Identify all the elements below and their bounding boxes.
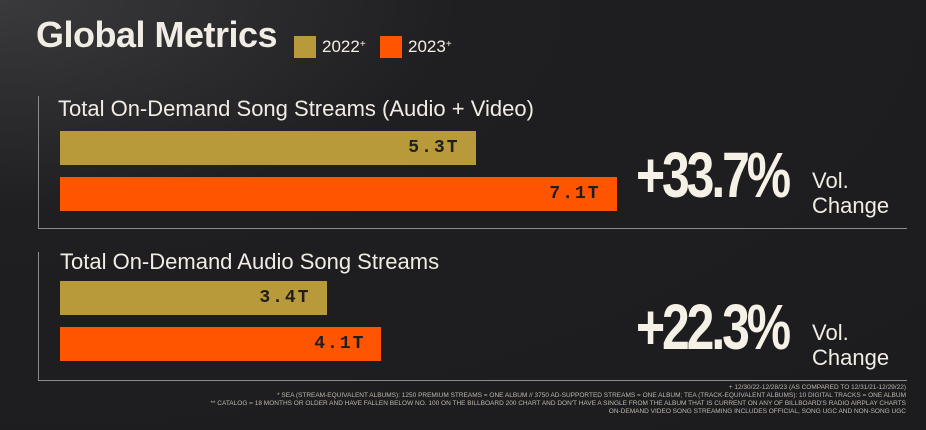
chart-2-bar-2023-label: 4.1T bbox=[314, 334, 366, 354]
chart-1-change-label-line1: Vol. bbox=[812, 168, 849, 193]
legend-mark-2022: + bbox=[359, 38, 366, 50]
chart-2-change-label: Vol. Change bbox=[812, 320, 889, 370]
chart-2-change-label-line1: Vol. bbox=[812, 320, 849, 345]
legend-label-2023: 2023 bbox=[408, 37, 446, 56]
chart-2-change-label-line2: Change bbox=[812, 345, 890, 370]
footnote-1: + 12/30/22-12/28/23 (AS COMPARED TO 12/3… bbox=[728, 384, 906, 391]
chart-1-change-label-line2: Change bbox=[812, 193, 890, 218]
chart-2-bar-2023 bbox=[60, 327, 382, 361]
footnote-2: * SEA (STREAM-EQUIVALENT ALBUMS): 1250 P… bbox=[277, 392, 906, 399]
chart-2-bar-2022-label: 3.4T bbox=[259, 288, 311, 308]
legend-item-2022: 2022 + bbox=[294, 36, 366, 58]
chart-1-bar-2022 bbox=[60, 131, 476, 165]
legend-label-2022: 2022 bbox=[322, 37, 360, 56]
chart-1-change-value: +33.7% bbox=[636, 139, 791, 211]
chart-1-bar-2022-label: 5.3T bbox=[408, 138, 460, 158]
chart-2-title: Total On-Demand Audio Song Streams bbox=[60, 249, 440, 274]
chart-panel-2 bbox=[38, 252, 907, 381]
legend-item-2023: 2023 + bbox=[380, 36, 452, 58]
footnotes: + 12/30/22-12/28/23 (AS COMPARED TO 12/3… bbox=[166, 384, 906, 416]
chart-2-bar-2022 bbox=[60, 281, 327, 315]
chart-1-title: Total On-Demand Song Streams (Audio + Vi… bbox=[58, 96, 534, 121]
page-title: Global Metrics bbox=[36, 14, 278, 55]
chart-1-bar-2023-label: 7.1T bbox=[549, 184, 601, 204]
chart-panel-1 bbox=[38, 96, 907, 229]
footnote-4: ON-DEMAND VIDEO SONG STREAMING INCLUDES … bbox=[608, 408, 906, 415]
chart-1-bar-2023 bbox=[60, 177, 617, 211]
legend-swatch-2022 bbox=[294, 36, 316, 58]
legend-swatch-2023 bbox=[380, 36, 402, 58]
chart-2-change-value: +22.3% bbox=[636, 291, 791, 363]
footnote-3: ** CATALOG = 18 MONTHS OR OLDER AND HAVE… bbox=[210, 400, 906, 407]
chart-1-change-label: Vol. Change bbox=[812, 168, 889, 218]
legend-mark-2023: + bbox=[445, 38, 452, 50]
